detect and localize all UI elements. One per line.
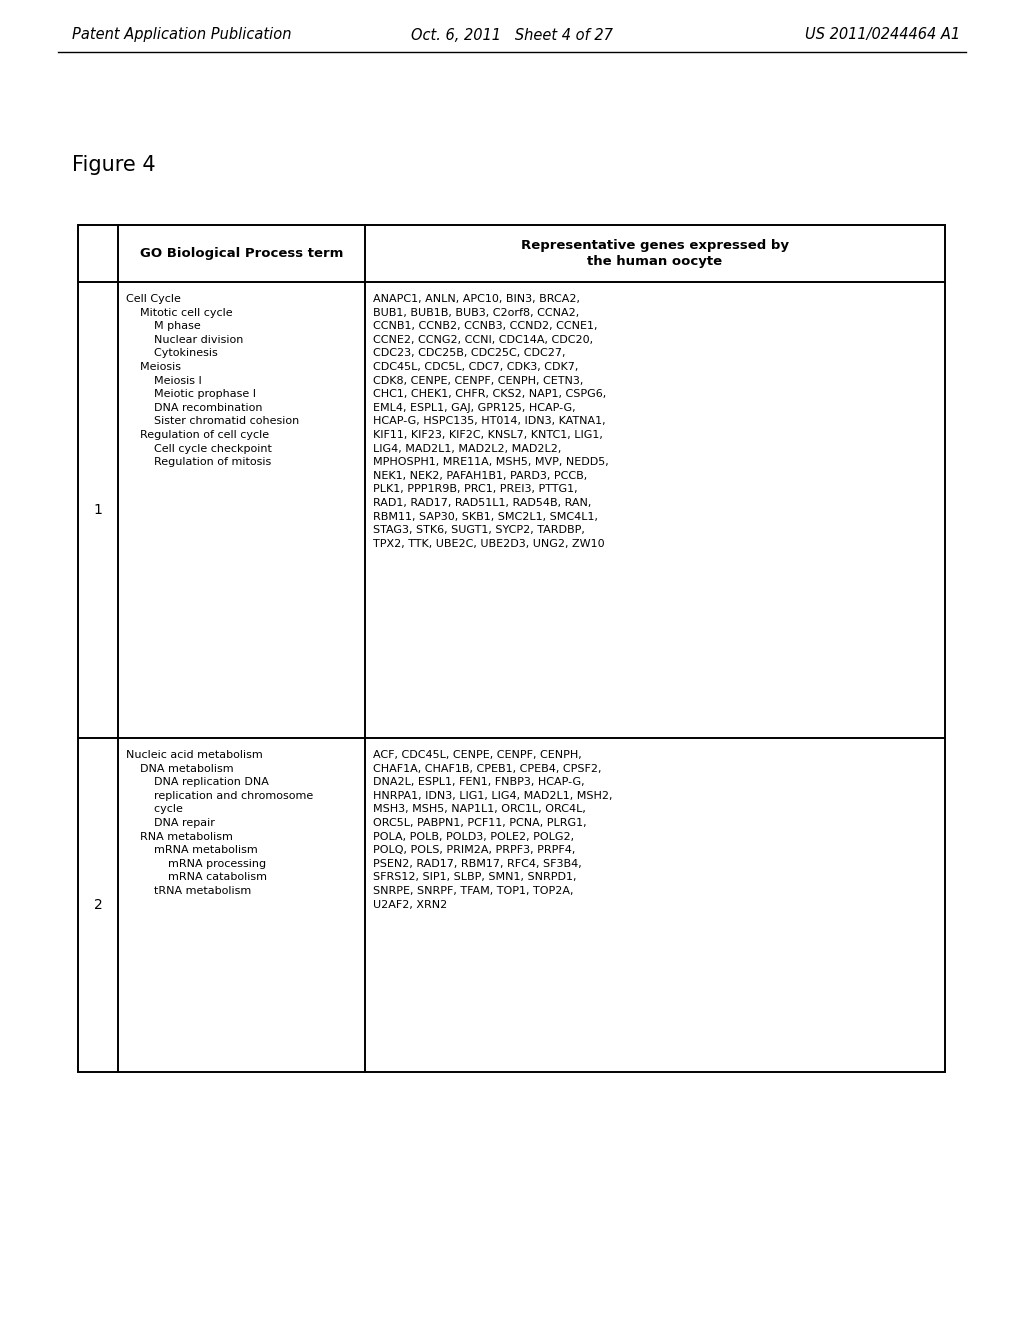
Text: Cell Cycle
    Mitotic cell cycle
        M phase
        Nuclear division
     : Cell Cycle Mitotic cell cycle M phase Nu… — [126, 294, 299, 467]
Bar — [78, 224, 945, 1072]
Text: 2: 2 — [93, 898, 102, 912]
Text: Patent Application Publication: Patent Application Publication — [72, 28, 292, 42]
Text: Nucleic acid metabolism
    DNA metabolism
        DNA replication DNA
        r: Nucleic acid metabolism DNA metabolism D… — [126, 750, 313, 896]
Text: ANAPC1, ANLN, APC10, BIN3, BRCA2,
BUB1, BUB1B, BUB3, C2orf8, CCNA2,
CCNB1, CCNB2: ANAPC1, ANLN, APC10, BIN3, BRCA2, BUB1, … — [373, 294, 608, 549]
Text: ACF, CDC45L, CENPE, CENPF, CENPH,
CHAF1A, CHAF1B, CPEB1, CPEB4, CPSF2,
DNA2L, ES: ACF, CDC45L, CENPE, CENPF, CENPH, CHAF1A… — [373, 750, 612, 909]
Text: Representative genes expressed by
the human oocyte: Representative genes expressed by the hu… — [521, 239, 790, 268]
Text: US 2011/0244464 A1: US 2011/0244464 A1 — [805, 28, 961, 42]
Text: Figure 4: Figure 4 — [72, 154, 156, 176]
Text: 1: 1 — [93, 503, 102, 517]
Text: GO Biological Process term: GO Biological Process term — [140, 247, 343, 260]
Text: Oct. 6, 2011   Sheet 4 of 27: Oct. 6, 2011 Sheet 4 of 27 — [411, 28, 613, 42]
